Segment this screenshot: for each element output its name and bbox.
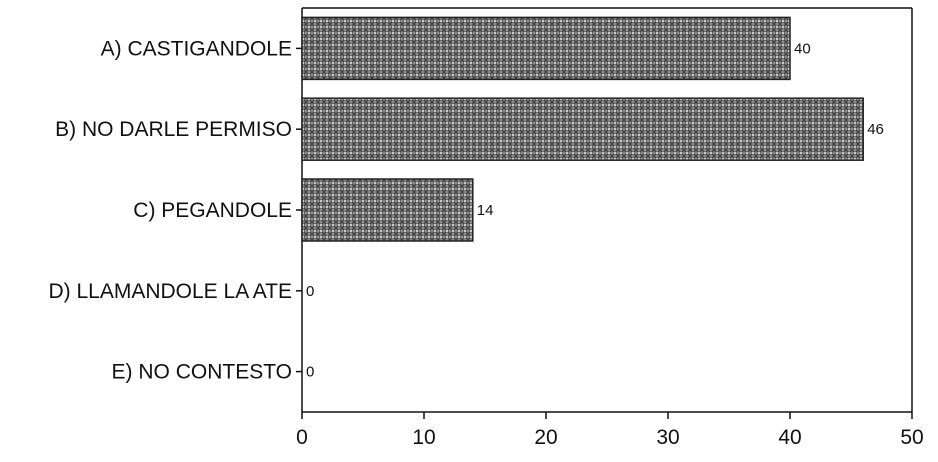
x-tick-label: 40 bbox=[778, 426, 801, 449]
category-label: B) NO DARLE PERMISO bbox=[55, 118, 292, 141]
category-label: E) NO CONTESTO bbox=[112, 361, 292, 384]
category-label: A) CASTIGANDOLE bbox=[101, 37, 292, 60]
data-label: 40 bbox=[794, 40, 811, 57]
data-label: 0 bbox=[306, 283, 314, 300]
bar bbox=[301, 97, 864, 161]
bar bbox=[301, 16, 791, 81]
category-label: D) LLAMANDOLE LA ATE bbox=[48, 280, 292, 303]
x-tick-label: 0 bbox=[296, 426, 308, 449]
bar bbox=[301, 178, 474, 242]
x-tick-label: 10 bbox=[412, 426, 435, 449]
data-label: 0 bbox=[306, 364, 314, 381]
data-label: 46 bbox=[867, 121, 884, 138]
x-tick-label: 20 bbox=[534, 426, 557, 449]
x-tick-label: 50 bbox=[900, 426, 923, 449]
category-label: C) PEGANDOLE bbox=[133, 199, 292, 222]
data-label: 14 bbox=[477, 202, 494, 219]
x-tick-label: 30 bbox=[656, 426, 679, 449]
plot-area: 0 10 20 30 40 50 A) CASTIGANDOLE 40 B) NO DARLE … bbox=[48, 7, 924, 449]
